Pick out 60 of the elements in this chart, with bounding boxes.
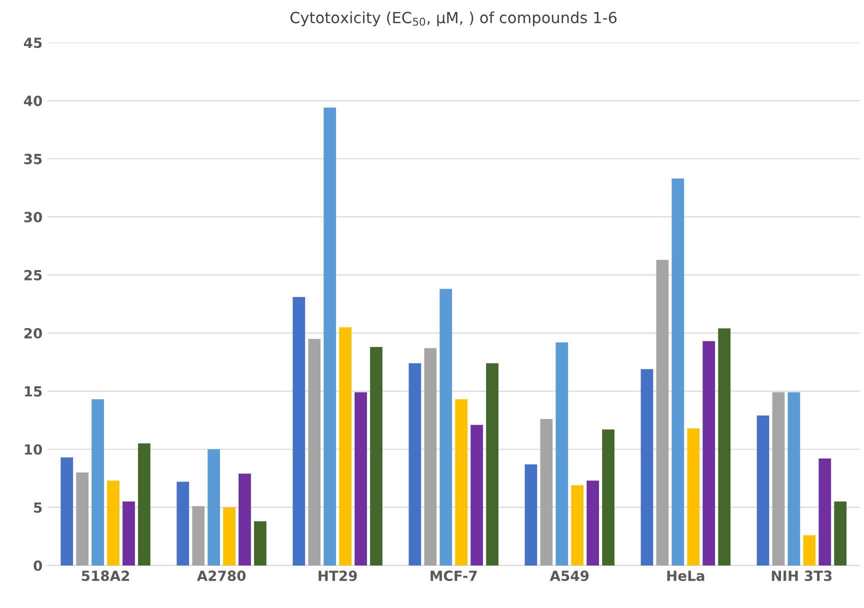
bar <box>656 260 669 566</box>
chart-title: Cytotoxicity (EC$_{50}$, µM, ) of compounds 1-6 <box>290 12 617 26</box>
y-tick-label: 30 <box>24 212 42 222</box>
bar <box>586 480 600 566</box>
bar <box>60 457 74 566</box>
bar <box>571 485 584 566</box>
x-tick-label: A549 <box>550 570 589 582</box>
y-tick-label: 5 <box>34 502 42 513</box>
bar <box>238 474 251 566</box>
y-tick-label: 25 <box>24 270 42 280</box>
bar <box>223 507 236 566</box>
bar <box>756 416 770 566</box>
x-tick-label: A2780 <box>196 570 246 582</box>
x-tick-label: NIH 3T3 <box>772 570 832 582</box>
bar <box>122 502 135 566</box>
bar <box>455 399 468 566</box>
bar <box>370 346 382 566</box>
bar <box>254 521 266 566</box>
x-tick-label: 518A2 <box>82 570 130 582</box>
y-tick-label: 35 <box>24 154 42 164</box>
bar <box>788 392 800 566</box>
bar <box>702 341 716 566</box>
y-tick-label: 15 <box>24 386 42 397</box>
bar <box>339 327 352 566</box>
bar <box>138 443 150 566</box>
bar <box>556 342 568 566</box>
bar <box>92 399 104 566</box>
bar <box>540 419 553 566</box>
y-tick-label: 45 <box>24 38 42 48</box>
bar <box>687 428 700 566</box>
bar <box>803 535 816 566</box>
bar <box>524 464 538 566</box>
bar <box>834 502 847 566</box>
bar <box>324 108 336 566</box>
x-tick-label: HT29 <box>318 570 357 582</box>
x-tick-label: MCF-7 <box>430 570 477 582</box>
bar <box>292 297 306 566</box>
bar <box>718 328 731 566</box>
bar <box>192 506 205 566</box>
bar <box>440 288 452 566</box>
y-tick-label: 20 <box>24 328 42 339</box>
bar <box>602 429 614 566</box>
bar <box>208 449 220 566</box>
bar <box>107 480 120 566</box>
bar <box>640 369 654 566</box>
bar <box>486 363 498 566</box>
y-tick-label: 0 <box>34 560 42 571</box>
x-tick-label: HeLa <box>667 570 704 582</box>
bar <box>408 363 422 566</box>
bar <box>672 178 684 566</box>
bar <box>424 348 437 566</box>
bar <box>176 482 190 566</box>
y-tick-label: 10 <box>24 444 42 455</box>
bar <box>772 392 785 566</box>
y-tick-label: 40 <box>24 96 42 106</box>
bar <box>818 458 832 566</box>
bar <box>470 424 483 566</box>
bar <box>354 392 367 566</box>
bar <box>308 338 321 566</box>
bar <box>76 472 89 566</box>
